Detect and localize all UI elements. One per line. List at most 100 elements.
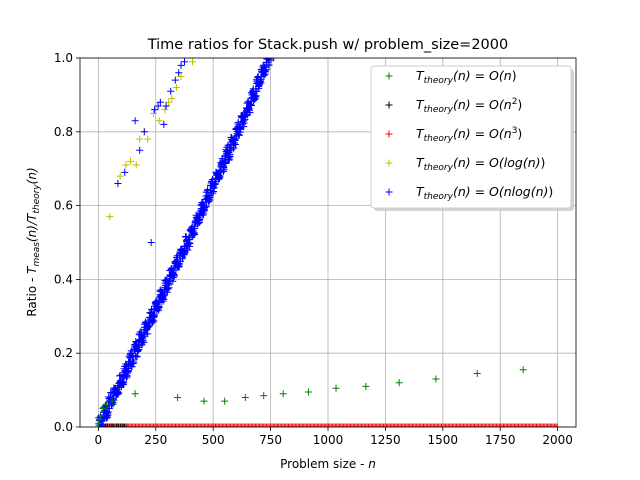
data-point-o-n3 <box>484 423 492 427</box>
data-point-o-n3 <box>165 423 173 427</box>
data-point-o-n3 <box>341 423 349 427</box>
data-point-o-n3 <box>384 423 392 427</box>
data-point-o-n3 <box>313 423 321 427</box>
data-point-o-n3 <box>276 423 284 427</box>
data-point-o-n3 <box>546 423 554 427</box>
data-point-o-n3 <box>451 423 459 427</box>
data-point-o-n3 <box>377 423 385 427</box>
data-point-o-n3 <box>304 423 312 427</box>
data-point-o-nlogn <box>257 79 265 87</box>
data-point-o-n3 <box>309 423 317 427</box>
data-point-o-n3 <box>155 423 163 427</box>
data-point-o-n3 <box>163 423 171 427</box>
data-point-o-n3 <box>524 423 532 427</box>
data-point-o-n3 <box>480 423 488 427</box>
data-point-o-n3 <box>348 423 356 427</box>
data-point-o-n3 <box>312 423 320 427</box>
data-point-o-nlogn <box>154 102 162 110</box>
data-point-o-n3 <box>119 423 127 427</box>
data-point-o-logn <box>132 161 140 169</box>
data-point-o-nlogn <box>167 87 175 95</box>
legend-entry-label: Ttheory(n) = O(log(n)) <box>416 155 545 173</box>
data-point-o-n3 <box>531 423 539 427</box>
data-point-o-n3 <box>409 423 417 427</box>
data-point-o-n3 <box>389 423 397 427</box>
data-point-o-n3 <box>133 423 141 427</box>
data-point-o-n3 <box>378 423 386 427</box>
data-point-o-n3 <box>180 423 188 427</box>
data-point-o-n3 <box>333 423 341 427</box>
data-point-o-n3 <box>240 423 248 427</box>
data-point-o-nlogn <box>121 168 129 176</box>
data-point-o-n3 <box>371 423 379 427</box>
data-point-o-n3 <box>161 423 169 427</box>
data-point-o-logn <box>161 106 169 114</box>
data-point-o-n3 <box>176 423 184 427</box>
data-point-o-n3 <box>194 423 202 427</box>
data-point-o-n3 <box>362 423 370 427</box>
data-point-o-n3 <box>392 423 400 427</box>
data-point-o-nlogn <box>246 101 254 109</box>
data-point-o-n3 <box>268 423 276 427</box>
data-point-o-n3 <box>534 423 542 427</box>
data-point-o-n2 <box>102 423 110 427</box>
data-point-o-n3 <box>437 423 445 427</box>
data-point-o-n3 <box>550 423 558 427</box>
data-point-o-n <box>304 388 312 396</box>
data-point-o-n3 <box>436 423 444 427</box>
data-point-o-n3 <box>184 423 192 427</box>
data-point-o-n3 <box>267 423 275 427</box>
data-point-o-n2 <box>104 423 112 427</box>
data-point-o-nlogn <box>140 128 148 136</box>
data-point-o-nlogn <box>140 332 148 340</box>
data-point-o-n3 <box>553 423 561 427</box>
data-point-o-n3 <box>533 423 541 427</box>
data-point-o-n3 <box>143 423 151 427</box>
data-point-o-nlogn <box>162 102 170 110</box>
data-point-o-nlogn <box>136 146 144 154</box>
data-point-o-nlogn <box>160 120 168 128</box>
data-point-o-n3 <box>138 423 146 427</box>
data-point-o-n3 <box>407 423 415 427</box>
data-point-o-n3 <box>421 423 429 427</box>
x-tick-label: 250 <box>144 433 167 447</box>
chart-title: Time ratios for Stack.push w/ problem_si… <box>147 37 509 53</box>
data-point-o-n3 <box>526 423 534 427</box>
data-point-o-n <box>362 382 370 390</box>
data-point-o-n <box>519 366 527 374</box>
data-point-o-n3 <box>476 423 484 427</box>
data-point-o-n <box>241 393 249 401</box>
x-tick-label: 1250 <box>370 433 401 447</box>
data-point-o-n3 <box>253 423 261 427</box>
data-point-o-n3 <box>154 423 162 427</box>
data-point-o-n3 <box>125 423 133 427</box>
data-point-o-nlogn <box>211 180 219 188</box>
data-point-o-n3 <box>320 423 328 427</box>
data-point-o-n3 <box>530 423 538 427</box>
data-point-o-n3 <box>262 423 270 427</box>
data-point-o-n3 <box>429 423 437 427</box>
data-point-o-nlogn <box>104 408 112 416</box>
data-point-o-n <box>102 401 110 409</box>
data-point-o-n3 <box>187 423 195 427</box>
data-point-o-n3 <box>381 423 389 427</box>
data-point-o-n3 <box>349 423 357 427</box>
data-point-o-n3 <box>223 423 231 427</box>
data-point-o-n3 <box>396 423 404 427</box>
data-point-o-n3 <box>203 423 211 427</box>
data-point-o-logn <box>144 135 152 143</box>
data-point-o-n3 <box>243 423 251 427</box>
data-point-o-nlogn <box>156 98 164 106</box>
data-point-o-n3 <box>245 423 253 427</box>
data-point-o-n3 <box>151 423 159 427</box>
data-point-o-logn <box>127 157 135 165</box>
data-point-o-n3 <box>127 423 135 427</box>
data-point-o-nlogn <box>246 109 254 117</box>
legend-box <box>370 65 572 209</box>
data-point-o-n2 <box>111 423 119 427</box>
data-point-o-n3 <box>141 423 149 427</box>
data-point-o-nlogn <box>269 58 277 62</box>
data-point-o-n3 <box>410 423 418 427</box>
data-point-o-nlogn <box>132 338 140 346</box>
data-point-o-n3 <box>183 423 191 427</box>
